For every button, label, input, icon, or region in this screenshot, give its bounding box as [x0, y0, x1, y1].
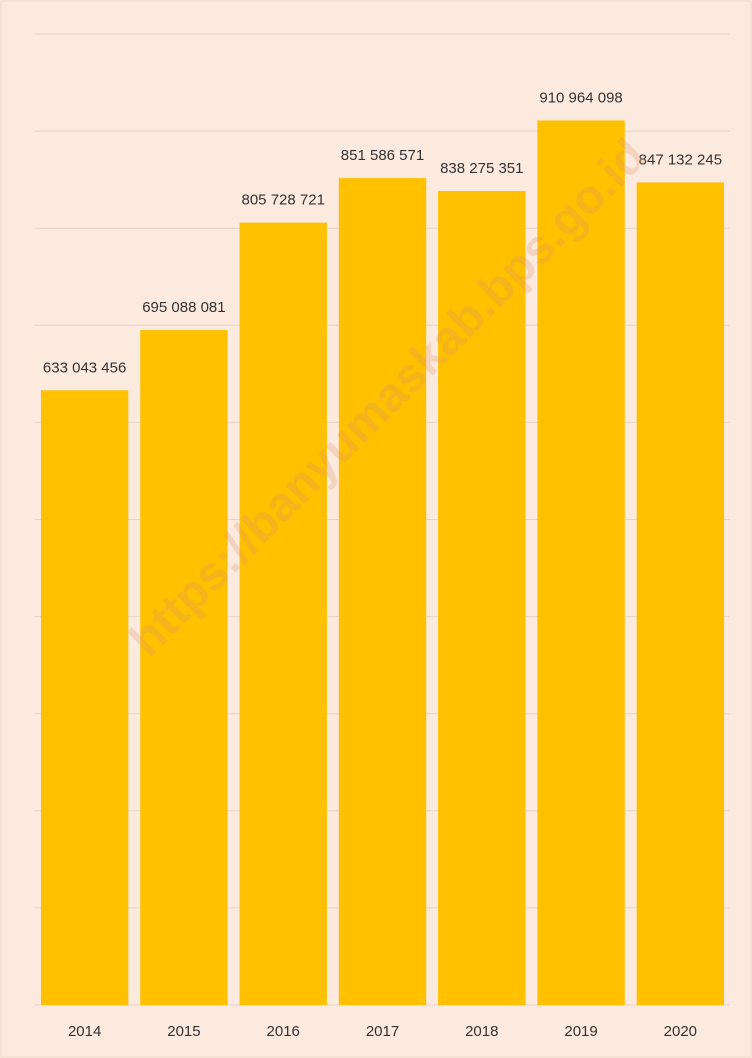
data-label: 847 132 245: [639, 151, 722, 168]
bar: [40, 390, 129, 1005]
bar: [338, 178, 427, 1005]
bar: [140, 330, 228, 1006]
x-tick-label: 2016: [267, 1023, 300, 1040]
bar: [239, 222, 327, 1006]
x-tick-label: 2015: [167, 1023, 200, 1040]
data-label: 805 728 721: [242, 192, 325, 209]
x-tick-label: 2020: [664, 1023, 697, 1040]
x-tick-label: 2014: [68, 1023, 101, 1040]
data-label: 838 275 351: [440, 160, 523, 177]
data-label: 695 088 081: [142, 299, 225, 316]
data-label: 910 964 098: [539, 89, 622, 106]
bar: [537, 120, 625, 1005]
data-label: 851 586 571: [341, 147, 424, 164]
x-tick-label: 2017: [366, 1023, 399, 1040]
bar: [438, 191, 526, 1005]
data-label: 633 043 456: [43, 359, 126, 376]
x-tick-label: 2019: [564, 1023, 597, 1040]
bar: [636, 182, 725, 1006]
x-tick-label: 2018: [465, 1023, 498, 1040]
